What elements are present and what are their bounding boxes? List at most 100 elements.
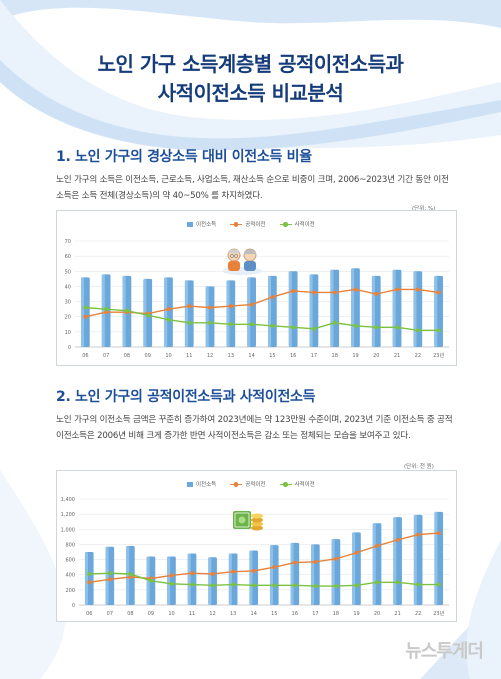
- data-point: [272, 565, 277, 570]
- data-point: [436, 290, 441, 295]
- data-point: [333, 584, 338, 589]
- data-point: [436, 328, 441, 333]
- data-point: [228, 304, 233, 309]
- data-point: [436, 531, 441, 536]
- data-point: [83, 305, 88, 310]
- section1-number: 1.: [56, 149, 71, 165]
- data-point: [436, 582, 441, 587]
- data-point: [187, 304, 192, 309]
- x-tick-label: 21: [394, 353, 400, 359]
- bar-highlight: [126, 545, 130, 605]
- bar-highlight: [249, 550, 253, 605]
- bar-highlight: [371, 275, 375, 347]
- bar-highlight: [105, 546, 109, 605]
- chart1-container: 이전소득 공적이전 사적이전 0 10 20 30 40 50 60 70 06 07 08 09 10…: [56, 210, 457, 366]
- bar-highlight: [101, 274, 105, 347]
- data-point: [87, 571, 92, 576]
- data-point: [148, 578, 153, 583]
- data-point: [83, 314, 88, 319]
- x-tick-label: 17: [311, 353, 317, 359]
- y-tick-label: 30: [65, 300, 71, 306]
- bar-highlight: [268, 275, 272, 347]
- legend-item-public: 공적이전: [230, 480, 266, 488]
- section2-heading-text: 노인 가구의 공적이전소득과 사적이전소득: [75, 389, 316, 405]
- data-point: [190, 582, 195, 587]
- bar-highlight: [393, 517, 397, 605]
- series-line: [89, 532, 439, 583]
- data-point: [374, 292, 379, 296]
- bar-highlight: [434, 511, 438, 605]
- bar-highlight: [413, 271, 417, 347]
- x-tick-label: 10: [165, 353, 171, 359]
- bar-highlight: [146, 556, 150, 605]
- data-point: [104, 310, 109, 315]
- data-point: [272, 583, 277, 588]
- data-point: [187, 320, 192, 325]
- data-point: [228, 322, 233, 327]
- y-tick-label: 1,200: [61, 512, 75, 518]
- data-point: [190, 571, 195, 576]
- data-point: [395, 580, 400, 585]
- bar-highlight: [167, 556, 171, 605]
- bar-highlight: [434, 275, 438, 347]
- bar-highlight: [372, 523, 376, 605]
- data-point: [375, 543, 380, 548]
- data-point: [166, 307, 171, 312]
- data-point: [395, 537, 400, 542]
- legend-swatch-private: [279, 221, 292, 227]
- data-point: [145, 313, 150, 318]
- section1-paragraph: 노인 가구의 소득은 이전소득, 근로소득, 사업소득, 재산소득 순으로 비중…: [56, 175, 449, 201]
- x-tick-label: 16: [290, 353, 296, 359]
- series-line: [85, 306, 439, 332]
- data-point: [292, 560, 297, 565]
- y-tick-label: 50: [65, 269, 71, 275]
- data-point: [231, 569, 236, 574]
- data-point: [415, 287, 420, 292]
- data-point: [395, 325, 400, 330]
- data-point: [292, 583, 297, 588]
- x-tick-label: 06: [86, 611, 92, 617]
- legend-label: 공적이전: [245, 222, 266, 228]
- data-point: [124, 308, 129, 313]
- page-title-line1: 노인 가구 소득계층별 공적이전소득과: [97, 52, 404, 76]
- bar-highlight: [311, 544, 315, 605]
- data-point: [208, 305, 213, 310]
- bar-highlight: [330, 269, 334, 347]
- data-point: [270, 295, 275, 300]
- x-tick-label: 07: [107, 611, 113, 617]
- bar-highlight: [228, 553, 232, 605]
- data-point: [291, 325, 296, 330]
- data-point: [249, 302, 254, 307]
- bar-highlight: [288, 271, 292, 347]
- x-tick-label: 11: [186, 353, 192, 359]
- data-point: [104, 307, 109, 312]
- series-line: [85, 288, 439, 318]
- y-tick-label: 0: [72, 603, 75, 609]
- data-point: [128, 571, 133, 576]
- section2-number: 2.: [56, 389, 71, 405]
- y-tick-label: 40: [65, 284, 71, 290]
- bar-highlight: [122, 275, 126, 347]
- x-tick-label: 09: [148, 611, 154, 617]
- data-point: [270, 323, 275, 328]
- chart1-svg: 0 10 20 30 40 50 60 70 06 07 08 09 10 11 12 13 14 15 16 17 1…: [65, 239, 449, 359]
- y-tick-label: 1,000: [61, 527, 75, 533]
- y-tick-label: 0: [68, 345, 71, 351]
- legend-swatch-public: [230, 481, 243, 487]
- data-point: [395, 287, 400, 292]
- section2-paragraph: 노인 가구의 이전소득 금액은 꾸준히 증가하여 2023년에는 약 123만원…: [56, 415, 453, 441]
- data-point: [251, 568, 256, 573]
- section2-heading: 2. 노인 가구의 공적이전소득과 사적이전소득: [56, 386, 316, 406]
- legend-swatch-private: [279, 481, 292, 487]
- chart2-svg: 0 200 400 600 800 1,000 1,200 1,400 06 07 08 09 10 11…: [61, 497, 449, 617]
- chart2-legend: 이전소득 공적이전 사적이전: [187, 480, 315, 488]
- x-tick-label: 21: [394, 611, 400, 617]
- x-tick-label: 23년: [433, 610, 444, 617]
- bar-highlight: [247, 277, 251, 347]
- chart1-legend: 이전소득 공적이전 사적이전: [187, 220, 315, 228]
- y-tick-label: 10: [65, 330, 71, 336]
- legend-label: 이전소득: [196, 482, 217, 488]
- data-point: [313, 584, 318, 589]
- x-tick-label: 18: [332, 353, 338, 359]
- legend-swatch-bar: [187, 221, 193, 227]
